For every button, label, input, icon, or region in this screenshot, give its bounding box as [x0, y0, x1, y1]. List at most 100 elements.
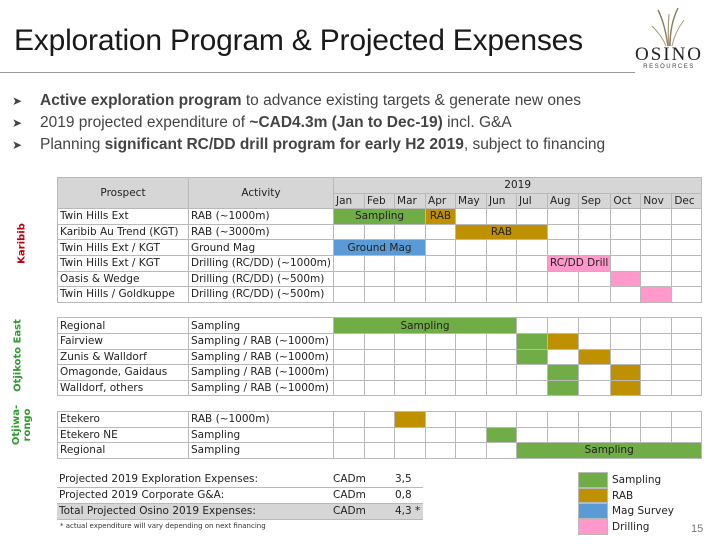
month-cell — [425, 223, 457, 241]
month-cell — [640, 254, 673, 272]
month-cell — [486, 379, 518, 397]
prospect-cell: Regional — [57, 317, 189, 334]
month-cell — [516, 364, 549, 381]
month-cell — [640, 410, 673, 428]
prospect-cell: Twin Hills Ext / KGT — [57, 254, 189, 272]
month-cell — [455, 208, 488, 225]
month-cell — [671, 286, 703, 303]
month-cell — [610, 348, 642, 366]
month-cell — [364, 442, 396, 459]
expense-row: Projected 2019 Exploration Expenses: CAD… — [57, 471, 423, 488]
month-cell — [333, 270, 366, 288]
expenses-table: Projected 2019 Exploration Expenses: CAD… — [57, 471, 423, 520]
group-spacer — [58, 396, 702, 412]
month-cell — [671, 426, 703, 444]
gantt-bar-sampling — [547, 379, 580, 397]
gantt-bar-sampling: Sampling — [333, 208, 427, 225]
gantt-bar-sampling — [547, 364, 580, 381]
prospect-cell: Karibib Au Trend (KGT) — [57, 223, 189, 241]
month-cell — [394, 254, 427, 272]
activity-cell: Drilling (RC/DD) (~1000m) — [187, 254, 335, 272]
month-cell — [578, 223, 612, 241]
gantt-bar-rab: RAB — [425, 208, 457, 225]
month-cell — [455, 254, 488, 272]
month-cell — [486, 286, 518, 303]
month-cell — [486, 364, 518, 381]
month-cell — [547, 317, 580, 334]
month-cell — [516, 286, 549, 303]
month-cell — [578, 410, 612, 428]
expense-unit: CADm — [331, 503, 393, 520]
month-cell — [486, 270, 518, 288]
month-cell — [578, 364, 612, 381]
legend-item-mag-survey: Mag Survey — [578, 503, 674, 520]
prospect-cell: Twin Hills Ext / KGT — [57, 239, 189, 256]
month-cell — [640, 379, 673, 397]
group-label-otjikoto-east: Otjikoto East — [12, 319, 24, 392]
month-cell — [516, 379, 549, 397]
gantt-bar-rab — [610, 379, 642, 397]
month-cell — [486, 208, 518, 225]
month-header: Sep — [578, 192, 612, 210]
gantt-bar-sampling: Sampling — [333, 317, 518, 334]
activity-cell: Sampling / RAB (~1000m) — [187, 364, 335, 381]
month-cell — [640, 426, 673, 444]
month-cell — [578, 286, 612, 303]
activity-cell: RAB (~1000m) — [187, 208, 335, 225]
month-header: Aug — [547, 192, 580, 210]
gantt-bar-rab — [610, 364, 642, 381]
legend-swatch — [578, 487, 608, 504]
month-cell — [364, 426, 396, 444]
month-header: Dec — [671, 192, 703, 210]
expense-total-row: Total Projected Osino 2019 Expenses: CAD… — [57, 503, 423, 520]
month-cell — [610, 426, 642, 444]
month-cell — [547, 426, 580, 444]
month-cell — [333, 348, 366, 366]
month-cell — [578, 379, 612, 397]
month-cell — [640, 223, 673, 241]
month-cell — [333, 442, 366, 459]
month-cell — [610, 254, 642, 272]
title-divider — [0, 72, 635, 73]
month-cell — [486, 239, 518, 256]
month-cell — [640, 270, 673, 288]
month-cell — [486, 332, 518, 350]
month-cell — [425, 442, 457, 459]
month-cell — [671, 379, 703, 397]
schedule-row: Twin Hills / Goldkuppe Drilling (RC/DD) (… — [57, 286, 703, 303]
activity-cell: Sampling / RAB (~1000m) — [187, 332, 335, 350]
schedule-row: Walldorf, others Sampling / RAB (~1000m) — [57, 379, 703, 397]
month-cell — [394, 364, 427, 381]
month-cell — [455, 410, 488, 428]
legend-label: Drilling — [612, 520, 650, 533]
slide-title: Exploration Program & Projected Expenses — [14, 24, 583, 57]
activity-cell: Sampling — [187, 426, 335, 444]
exploration-schedule-table: Prospect Activity 2019 Jan Feb Mar Apr May Ju… — [57, 176, 703, 459]
month-cell — [516, 254, 549, 272]
prospect-cell: Twin Hills Ext — [57, 208, 189, 225]
month-header: Apr — [425, 192, 457, 210]
schedule-row: Twin Hills Ext RAB (~1000m) Sampling RAB — [57, 208, 703, 225]
expense-value: 0,8 — [393, 487, 423, 504]
month-cell — [364, 254, 396, 272]
gantt-bar-rab: RAB — [455, 223, 549, 241]
month-cell — [640, 239, 673, 256]
legend-swatch — [578, 472, 608, 488]
month-cell — [547, 239, 580, 256]
legend-swatch — [578, 519, 608, 535]
month-cell — [333, 410, 366, 428]
month-cell — [486, 410, 518, 428]
schedule-row: Zunis & Walldorf Sampling / RAB (~1000m) — [57, 348, 703, 366]
schedule-row: Fairview Sampling / RAB (~1000m) — [57, 332, 703, 350]
schedule-row: Etekero RAB (~1000m) — [57, 410, 703, 428]
gantt-bar-mag: Ground Mag — [333, 239, 427, 256]
prospect-cell: Fairview — [57, 332, 189, 350]
activity-cell: Sampling — [187, 317, 335, 334]
month-cell — [578, 426, 612, 444]
schedule-row: Etekero NE Sampling — [57, 426, 703, 444]
month-cell — [394, 348, 427, 366]
prospect-cell: Regional — [57, 442, 189, 459]
month-cell — [425, 348, 457, 366]
month-cell — [394, 332, 427, 350]
schedule-row: Twin Hills Ext / KGT Ground Mag Ground Mag — [57, 239, 703, 256]
